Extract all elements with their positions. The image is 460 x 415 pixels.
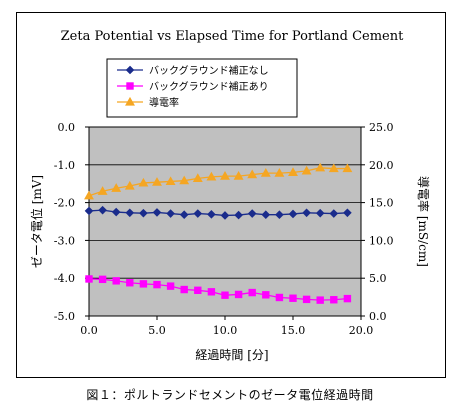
y-right-tick-label: 25.0 [369,121,394,134]
y-right-tick-label: 20.0 [369,159,394,172]
series-3-point [247,169,258,179]
series-2-point [166,282,175,290]
y-left-tick-label: -1.0 [54,159,75,172]
series-3-point [342,163,353,173]
series-2-point [275,293,284,302]
series-2-point [262,291,270,299]
series-2-point [126,279,134,287]
y-right-tick-label: 15.0 [369,197,394,210]
series-3-point [260,168,271,177]
series-1-point [179,210,189,220]
y-left-tick-label: 0.0 [58,121,76,134]
series-1-point [343,208,352,218]
series-1-point [207,210,216,219]
series-3-point [192,173,203,183]
series-1-point [261,210,271,220]
series-1-point [234,210,243,220]
series-1-point [247,209,257,218]
legend-box [106,58,298,118]
series-1-point [125,208,135,218]
legend-marker-3 [125,96,135,106]
chart-svg: Zeta Potential vs Elapsed Time for Portl… [29,29,431,362]
series-3-point [138,177,149,187]
series-3-point [301,165,312,175]
series-2-point [194,286,202,294]
series-1-point [329,209,339,218]
series-1-point [302,208,311,218]
series-2-point [302,295,311,304]
figure-caption: 図１：ポルトランドセメントのゼータ電位経過時間 [86,388,374,402]
y-left-tick-label: -5.0 [54,310,75,323]
plot-area [88,126,362,317]
y-right-axis-label: 導電率 [mS/cm] [416,176,431,267]
legend-label-1: バックグラウンド補正なし [149,64,269,77]
series-2-point [85,275,93,283]
y-left-tick-label: -3.0 [54,234,75,247]
x-tick-label: 0.0 [80,324,98,337]
series-3-point [233,171,244,180]
series-3-point [220,171,230,180]
series-2-point [207,288,216,296]
series-2-point [112,277,120,285]
series-3-point [328,163,339,173]
y-left-axis-label: ゼータ電位 [mV] [29,175,44,268]
legend-label-2: バックグラウンド補正あり [149,80,269,93]
series-2-point [248,288,256,297]
series-3-point [165,176,176,186]
x-tick-label: 5.0 [148,324,166,337]
series-2-point [139,280,148,288]
chart-title: Zeta Potential vs Elapsed Time for Portl… [61,29,404,44]
series-3-point [84,190,94,200]
series-1-point [220,211,230,220]
y-right-tick-label: 5.0 [369,272,387,285]
series-2-point [180,285,188,294]
series-1-point [166,209,175,218]
series-2-point [98,275,107,284]
legend-marker-1 [125,65,135,75]
series-2-point [343,294,352,303]
series-1-point [315,208,325,218]
x-axis-label: 経過時間 [分] [195,348,268,362]
series-1-point [98,205,107,215]
chart-frame: Zeta Potential vs Elapsed Time for Portl… [16,12,446,378]
series-1-point [193,209,203,218]
series-3-point [288,167,298,176]
y-left-tick-label: -2.0 [54,197,75,210]
series-1-point [288,209,298,219]
series-2-point [330,296,338,304]
x-tick-label: 15.0 [281,324,306,337]
x-tick-label: 20.0 [349,324,374,337]
series-1-point [152,208,162,217]
series-3-point [206,171,217,181]
series-1-point [275,210,284,220]
series-3-point [111,183,122,192]
series-2-point [221,291,229,299]
series-3-point [124,180,135,190]
legend-marker-2 [126,82,134,90]
series-1-point [139,208,148,218]
series-2-point [289,294,297,302]
series-1-point [84,206,94,216]
x-tick-label: 10.0 [213,324,238,337]
series-3-point [274,168,285,177]
series-2-point [234,290,243,299]
series-2-point [153,280,161,289]
series-3-point [179,175,190,185]
y-left-tick-label: -4.0 [54,272,75,285]
series-1-point [111,207,121,217]
series-3-point [152,177,162,186]
y-right-tick-label: 0.0 [369,310,387,323]
series-3-point [315,162,326,172]
y-right-tick-label: 10.0 [369,234,394,247]
series-2-point [316,296,324,304]
legend-label-3: 導電率 [149,96,179,109]
series-3-point [97,186,108,195]
